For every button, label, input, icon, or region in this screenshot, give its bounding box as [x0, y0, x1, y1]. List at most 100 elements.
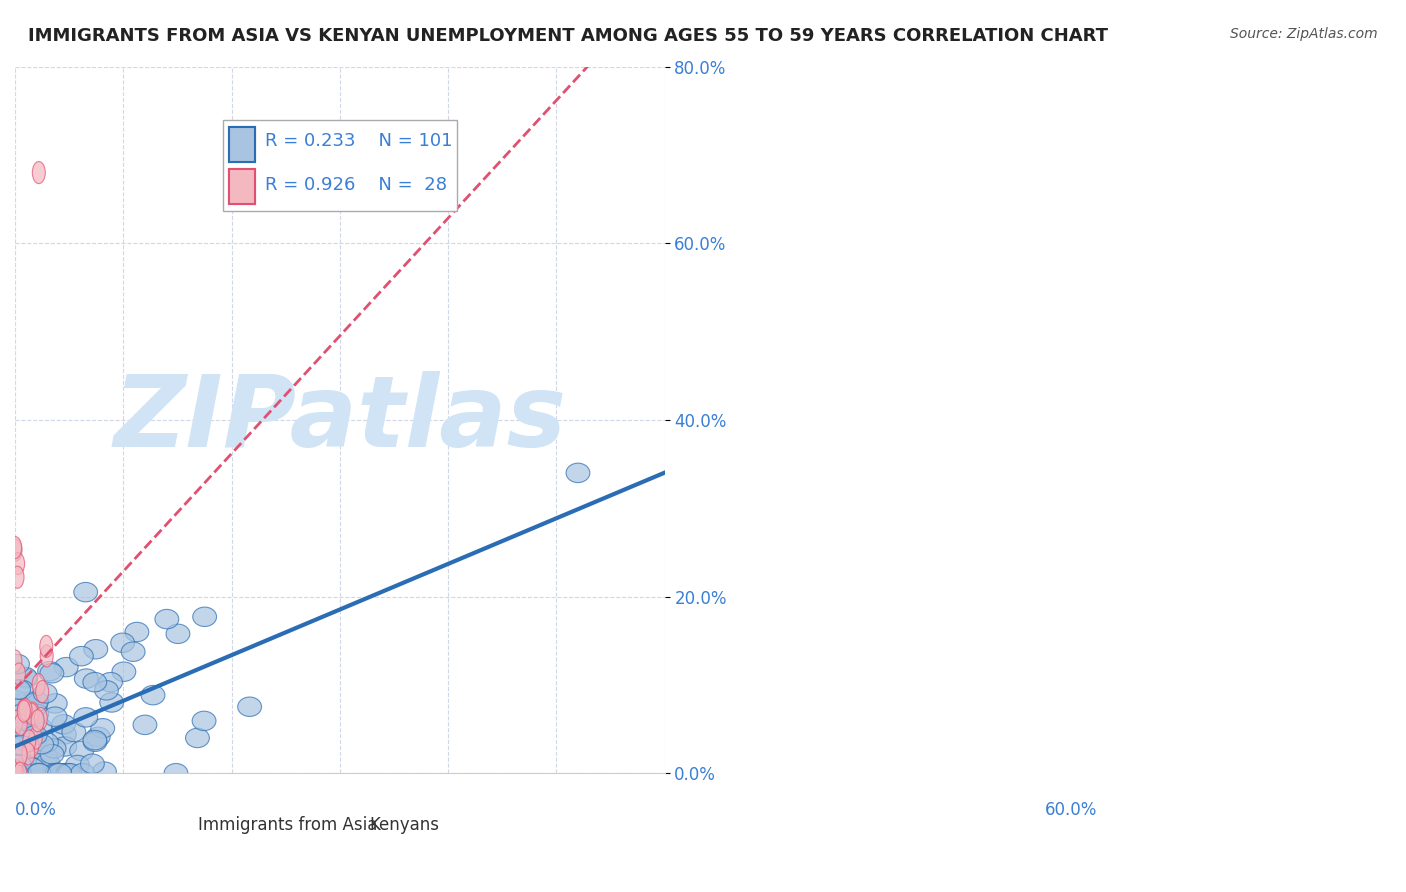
Ellipse shape [186, 728, 209, 747]
Ellipse shape [134, 715, 157, 735]
Ellipse shape [14, 714, 27, 736]
Text: Kenyans: Kenyans [370, 815, 440, 834]
Ellipse shape [56, 764, 80, 783]
Ellipse shape [32, 161, 45, 184]
Ellipse shape [22, 764, 45, 783]
Ellipse shape [11, 566, 24, 589]
Ellipse shape [83, 731, 107, 750]
Ellipse shape [42, 764, 66, 783]
Ellipse shape [17, 700, 31, 723]
Ellipse shape [83, 732, 107, 751]
Ellipse shape [8, 539, 22, 561]
Ellipse shape [35, 681, 49, 703]
Ellipse shape [125, 623, 149, 641]
Ellipse shape [44, 694, 67, 713]
Ellipse shape [20, 722, 44, 740]
Ellipse shape [238, 697, 262, 716]
Ellipse shape [100, 693, 124, 712]
Text: Immigrants from Asia: Immigrants from Asia [198, 815, 377, 834]
Ellipse shape [13, 667, 37, 687]
Ellipse shape [91, 719, 115, 738]
Ellipse shape [8, 764, 32, 783]
Ellipse shape [15, 724, 39, 743]
Ellipse shape [14, 762, 27, 784]
Ellipse shape [22, 732, 46, 752]
Ellipse shape [62, 723, 86, 741]
Ellipse shape [35, 733, 58, 752]
Ellipse shape [22, 730, 35, 752]
Ellipse shape [111, 633, 135, 652]
Ellipse shape [155, 609, 179, 629]
Ellipse shape [34, 707, 48, 730]
Ellipse shape [27, 764, 51, 783]
Ellipse shape [27, 764, 51, 783]
Ellipse shape [13, 764, 37, 783]
Ellipse shape [93, 762, 117, 781]
Ellipse shape [31, 710, 44, 731]
Ellipse shape [55, 657, 79, 677]
FancyBboxPatch shape [229, 127, 256, 162]
Ellipse shape [37, 754, 60, 772]
Ellipse shape [11, 553, 25, 574]
Ellipse shape [14, 700, 38, 720]
Text: 60.0%: 60.0% [1045, 801, 1098, 820]
Ellipse shape [39, 664, 63, 683]
Ellipse shape [7, 680, 31, 699]
Ellipse shape [39, 635, 53, 657]
Ellipse shape [10, 710, 22, 732]
Ellipse shape [24, 692, 48, 712]
Ellipse shape [30, 734, 53, 754]
Ellipse shape [52, 764, 76, 783]
Ellipse shape [24, 697, 48, 716]
Ellipse shape [24, 690, 48, 710]
Ellipse shape [14, 669, 38, 688]
Ellipse shape [42, 739, 66, 758]
Ellipse shape [7, 764, 30, 783]
Ellipse shape [8, 650, 22, 672]
Ellipse shape [70, 741, 94, 761]
Ellipse shape [10, 760, 22, 781]
Ellipse shape [6, 764, 28, 783]
Ellipse shape [13, 663, 25, 685]
FancyBboxPatch shape [359, 798, 384, 826]
Ellipse shape [25, 704, 49, 723]
Text: ZIPatlas: ZIPatlas [114, 371, 567, 468]
Ellipse shape [11, 758, 35, 778]
Ellipse shape [14, 744, 27, 765]
Ellipse shape [3, 690, 27, 710]
Text: Source: ZipAtlas.com: Source: ZipAtlas.com [1230, 27, 1378, 41]
Ellipse shape [193, 607, 217, 626]
Ellipse shape [7, 764, 31, 783]
Ellipse shape [86, 727, 110, 747]
Ellipse shape [69, 647, 93, 665]
Text: R = 0.926    N =  28: R = 0.926 N = 28 [266, 176, 447, 194]
Ellipse shape [66, 756, 90, 775]
Ellipse shape [38, 662, 62, 681]
Ellipse shape [15, 692, 39, 712]
Ellipse shape [567, 463, 591, 483]
Ellipse shape [20, 698, 32, 721]
Ellipse shape [166, 624, 190, 643]
Ellipse shape [165, 764, 188, 783]
Ellipse shape [28, 764, 52, 783]
Ellipse shape [46, 764, 70, 783]
Ellipse shape [10, 680, 34, 699]
Text: 0.0%: 0.0% [15, 801, 56, 820]
FancyBboxPatch shape [224, 120, 457, 211]
Ellipse shape [27, 702, 39, 724]
Ellipse shape [70, 764, 94, 783]
Ellipse shape [14, 732, 38, 751]
Ellipse shape [34, 683, 58, 703]
Ellipse shape [41, 745, 63, 764]
Ellipse shape [53, 764, 77, 783]
Ellipse shape [83, 673, 107, 692]
Ellipse shape [21, 743, 35, 764]
Ellipse shape [98, 673, 122, 692]
Ellipse shape [141, 685, 165, 705]
Ellipse shape [6, 655, 30, 673]
Ellipse shape [13, 764, 37, 783]
Ellipse shape [10, 736, 34, 755]
Ellipse shape [24, 725, 46, 745]
Ellipse shape [17, 699, 31, 721]
Ellipse shape [7, 746, 31, 764]
